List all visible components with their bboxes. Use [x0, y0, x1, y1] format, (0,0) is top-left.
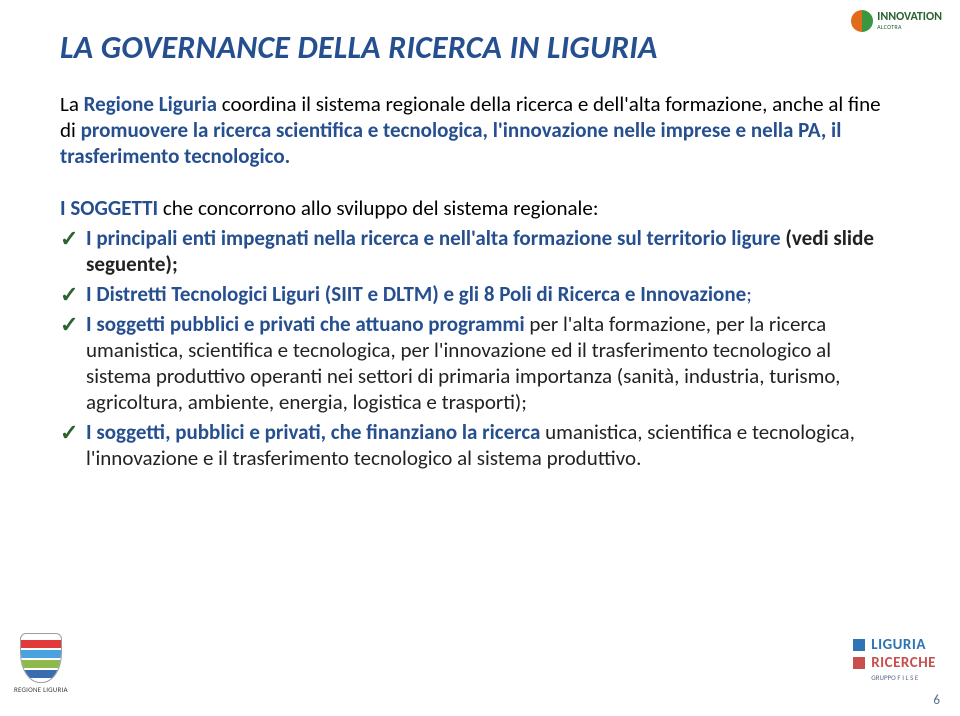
- lr-word-2: RICERCHE: [871, 654, 936, 672]
- icon-half-right: [862, 10, 873, 32]
- lr-row-2: RICERCHE: [853, 654, 936, 672]
- bullet-item: I principali enti impegnati nella ricerc…: [60, 225, 900, 277]
- icon-half-left: [851, 10, 862, 32]
- shield-band-3: [21, 660, 61, 668]
- bullet-item: I soggetti, pubblici e privati, che fina…: [60, 419, 900, 471]
- shield-band-4: [21, 670, 61, 678]
- logo-regione-liguria: REGIONE LIGURIA: [14, 633, 68, 694]
- innovation-icon: [851, 10, 873, 32]
- bullet-run: ;: [746, 281, 752, 307]
- slide: INNOVATION ALCOTRA LA GOVERNANCE DELLA R…: [0, 0, 960, 716]
- body-lead-a: I SOGGETTI: [60, 195, 163, 221]
- body-section: I SOGGETTI che concorrono allo sviluppo …: [60, 195, 900, 471]
- lr-word-1: LIGURIA: [871, 636, 926, 654]
- shield-band-2: [21, 650, 61, 658]
- bullet-run: I soggetti pubblici e privati che attuan…: [86, 311, 529, 337]
- body-lead-b: che concorrono allo sviluppo del sistema…: [163, 195, 599, 221]
- logo-liguria-ricerche: LIGURIA RICERCHE GRUPPO F I L S E: [853, 636, 936, 682]
- bullet-item: I Distretti Tecnologici Liguri (SIIT e D…: [60, 281, 900, 307]
- bullet-list: I principali enti impegnati nella ricerc…: [60, 225, 900, 471]
- bullet-run: I Distretti Tecnologici Liguri (SIIT e D…: [86, 281, 746, 307]
- intro-run-2: Regione Liguria: [84, 91, 222, 117]
- bullet-run: I soggetti, pubblici e privati, che fina…: [86, 419, 545, 445]
- page-number: 6: [933, 693, 940, 708]
- slide-title: LA GOVERNANCE DELLA RICERCA IN LIGURIA: [60, 28, 900, 67]
- lr-sub: GRUPPO F I L S E: [853, 673, 936, 682]
- shield-band-1: [21, 640, 61, 648]
- lr-sq-1: [853, 639, 865, 651]
- lr-sq-2: [853, 657, 865, 669]
- regione-caption: REGIONE LIGURIA: [14, 685, 68, 694]
- bullet-run: I principali enti impegnati nella ricerc…: [86, 225, 785, 251]
- body-lead: I SOGGETTI che concorrono allo sviluppo …: [60, 195, 900, 221]
- intro-run-1: La: [60, 91, 84, 117]
- innovation-text-wrap: INNOVATION ALCOTRA: [877, 11, 942, 31]
- intro-run-4: promuovere la ricerca scientifica e tecn…: [60, 117, 841, 169]
- intro-paragraph: La Regione Liguria coordina il sistema r…: [60, 91, 900, 169]
- logo-innovation: INNOVATION ALCOTRA: [851, 10, 942, 32]
- innovation-sub: ALCOTRA: [877, 23, 942, 31]
- innovation-text: INNOVATION: [877, 11, 942, 23]
- shield-icon: [20, 633, 62, 683]
- lr-row-1: LIGURIA: [853, 636, 936, 654]
- bullet-item: I soggetti pubblici e privati che attuan…: [60, 311, 900, 415]
